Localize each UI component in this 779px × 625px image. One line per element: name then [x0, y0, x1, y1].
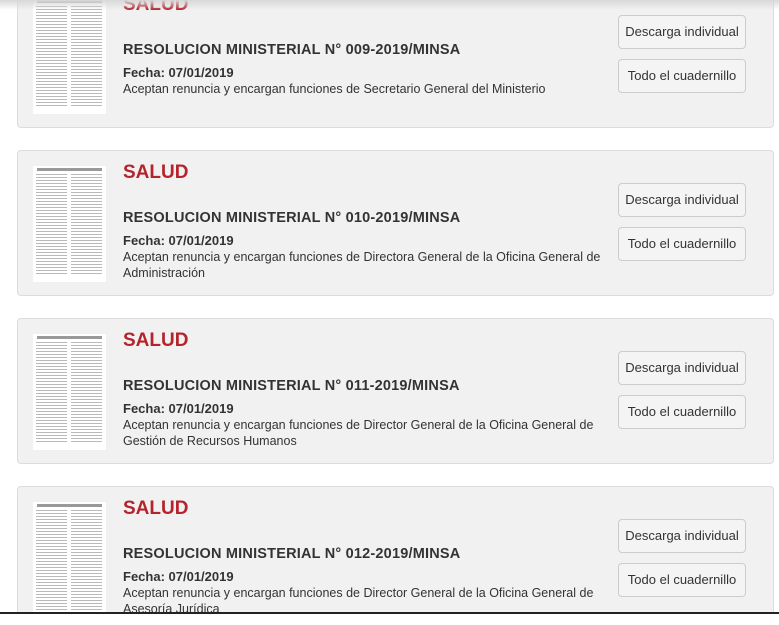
- download-booklet-button[interactable]: Todo el cuadernillo: [618, 563, 746, 597]
- scroll-shadow: [0, 0, 779, 10]
- norm-date: Fecha: 07/01/2019: [123, 65, 234, 80]
- document-thumbnail[interactable]: [33, 166, 106, 282]
- norm-title[interactable]: RESOLUCION MINISTERIAL N° 011-2019/MINSA: [123, 378, 460, 394]
- norm-title[interactable]: RESOLUCION MINISTERIAL N° 012-2019/MINSA: [123, 546, 461, 562]
- norm-card: SALUD RESOLUCION MINISTERIAL N° 010-2019…: [17, 150, 774, 296]
- download-individual-button[interactable]: Descarga individual: [618, 351, 746, 385]
- sector-label: SALUD: [123, 162, 189, 183]
- document-thumbnail[interactable]: [33, 502, 106, 613]
- norm-description: Aceptan renuncia y encargan funciones de…: [123, 418, 594, 448]
- download-individual-button[interactable]: Descarga individual: [618, 519, 746, 553]
- norm-card: SALUD RESOLUCION MINISTERIAL N° 011-2019…: [17, 318, 774, 464]
- norm-date: Fecha: 07/01/2019: [123, 401, 234, 416]
- download-booklet-button[interactable]: Todo el cuadernillo: [618, 59, 746, 93]
- norm-title[interactable]: RESOLUCION MINISTERIAL N° 009-2019/MINSA: [123, 42, 461, 58]
- download-booklet-button[interactable]: Todo el cuadernillo: [618, 395, 746, 429]
- norm-description: Aceptan renuncia y encargan funciones de…: [123, 250, 601, 280]
- document-thumbnail[interactable]: [33, 334, 106, 450]
- document-thumbnail[interactable]: [33, 0, 106, 114]
- sector-label: SALUD: [123, 330, 189, 351]
- norm-date: Fecha: 07/01/2019: [123, 233, 234, 248]
- norm-date: Fecha: 07/01/2019: [123, 569, 234, 584]
- norm-description: Aceptan renuncia y encargan funciones de…: [123, 586, 594, 613]
- norm-title[interactable]: RESOLUCION MINISTERIAL N° 010-2019/MINSA: [123, 210, 461, 226]
- download-individual-button[interactable]: Descarga individual: [618, 15, 746, 49]
- download-individual-button[interactable]: Descarga individual: [618, 183, 746, 217]
- bottom-divider: [0, 612, 779, 614]
- norm-description: Aceptan renuncia y encargan funciones de…: [123, 82, 546, 96]
- download-booklet-button[interactable]: Todo el cuadernillo: [618, 227, 746, 261]
- sector-label: SALUD: [123, 498, 189, 519]
- norm-card: SALUD RESOLUCION MINISTERIAL N° 012-2019…: [17, 486, 774, 613]
- norm-card: SALUD RESOLUCION MINISTERIAL N° 009-2019…: [17, 0, 774, 128]
